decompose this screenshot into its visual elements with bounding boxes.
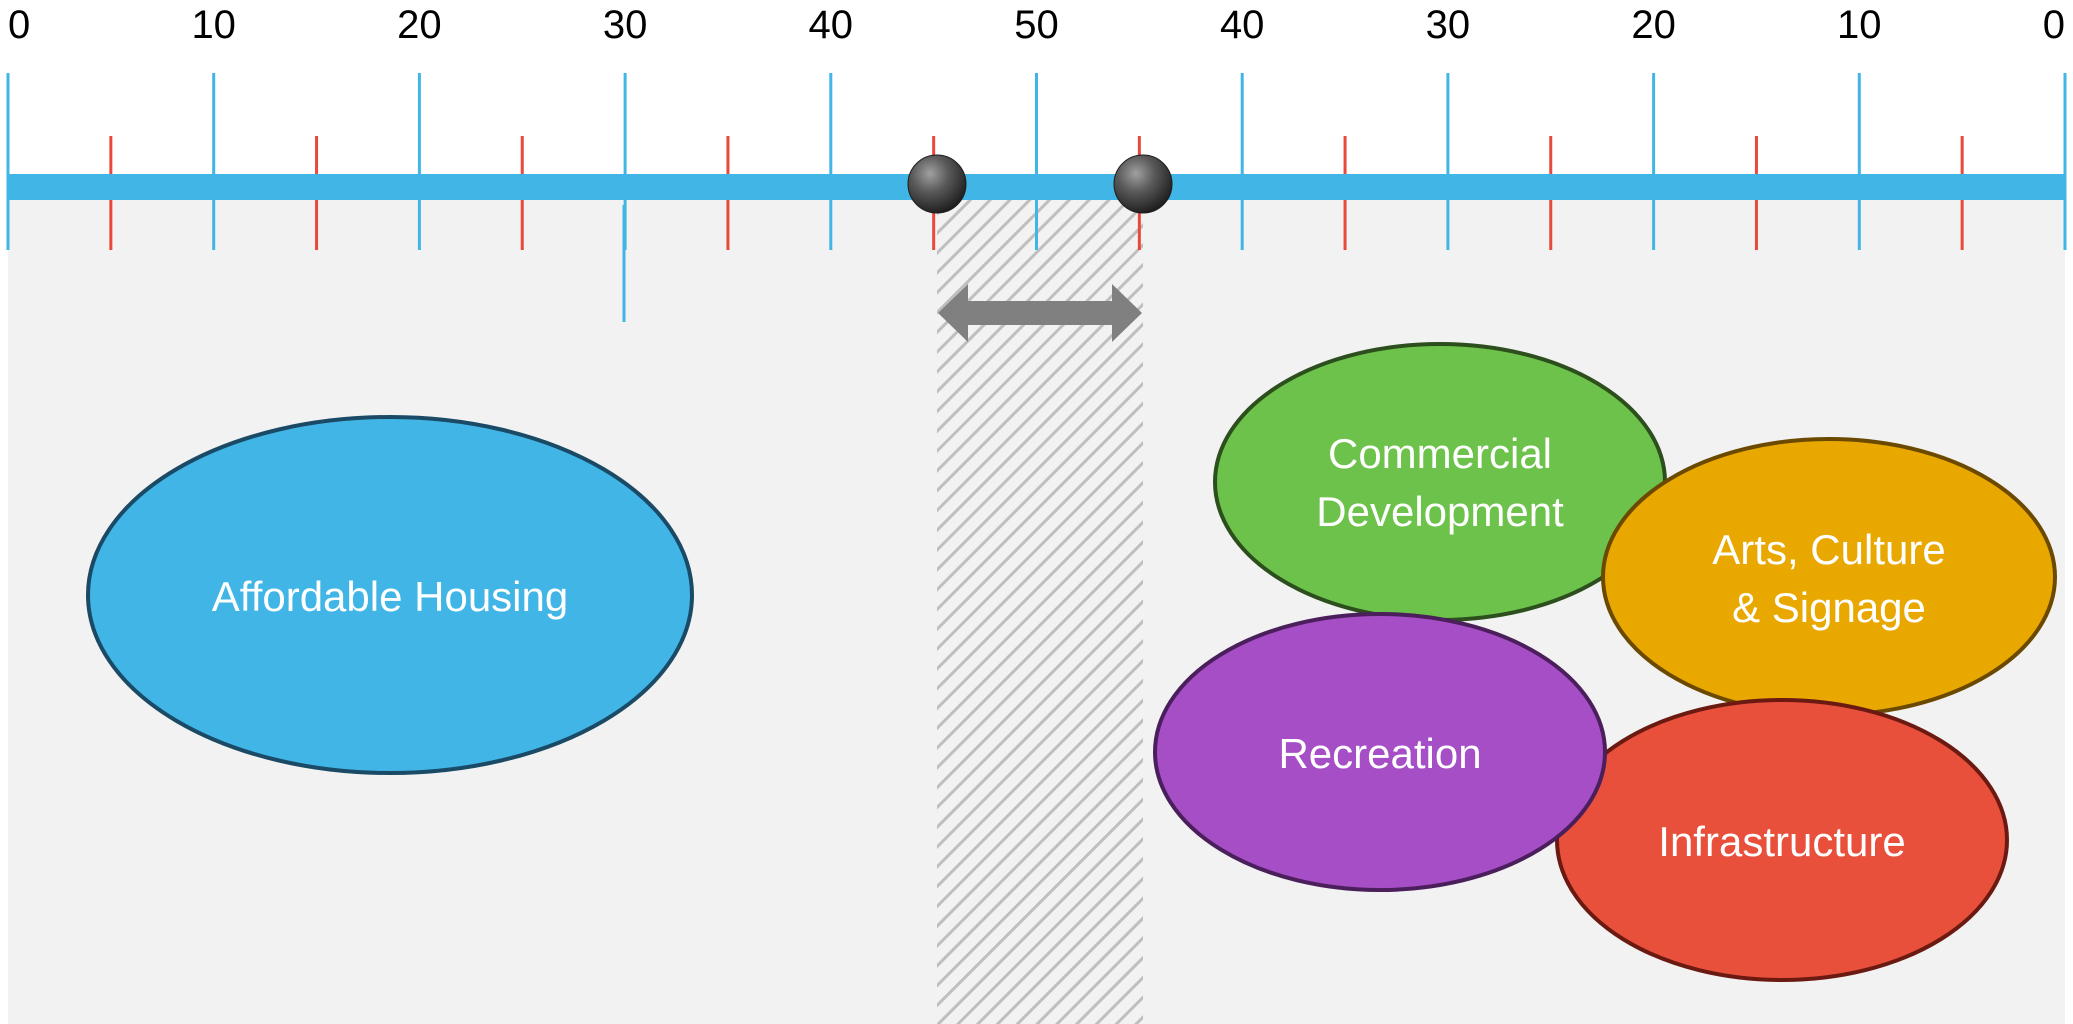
bubble-label-line-2: & Signage — [1732, 584, 1926, 631]
bubble-shape — [86, 415, 694, 775]
bubble-shape — [1601, 437, 2057, 717]
tick-label: 10 — [1837, 3, 1882, 47]
range-double-arrow-icon — [938, 284, 1142, 342]
range-start-handle[interactable] — [907, 154, 967, 214]
bubble-label: Infrastructure — [1658, 818, 1905, 865]
bubble-recreation: Recreation — [1153, 612, 1607, 892]
bubble-label-line-2: Development — [1316, 488, 1564, 535]
tick-label: 30 — [603, 3, 648, 47]
tick-label: 40 — [809, 3, 854, 47]
selected-range-band — [937, 190, 1143, 1024]
tick-label: 30 — [1426, 3, 1471, 47]
bubble-commercial-development: Commercial Development — [1213, 342, 1667, 622]
bubble-label-line-1: Commercial — [1328, 430, 1552, 477]
bubble-arts-culture-signage: Arts, Culture & Signage — [1601, 437, 2057, 717]
tick-label: 0 — [2043, 3, 2065, 47]
tick-label: 40 — [1220, 3, 1265, 47]
bubble-label: Affordable Housing — [212, 573, 568, 620]
tick-label: 0 — [8, 3, 30, 47]
tick-label: 10 — [191, 3, 236, 47]
scale-ticks — [6, 73, 2067, 250]
bubble-label: Recreation — [1278, 730, 1481, 777]
bubble-shape — [1213, 342, 1667, 622]
bubble-affordable-housing: Affordable Housing — [86, 415, 694, 775]
tick-label: 50 — [1014, 3, 1059, 47]
tick-label: 20 — [1631, 3, 1676, 47]
bubble-shape — [1153, 612, 1607, 892]
scale-track — [8, 174, 2065, 200]
range-end-handle[interactable] — [1113, 154, 1173, 214]
bubble-shape — [1555, 698, 2009, 982]
tick-label: 20 — [397, 3, 442, 47]
scale-tick-labels: 0 10 20 30 40 50 40 30 20 10 0 — [8, 3, 2065, 47]
bubble-infrastructure: Infrastructure — [1555, 698, 2009, 982]
bubble-label-line-1: Arts, Culture — [1712, 526, 1945, 573]
